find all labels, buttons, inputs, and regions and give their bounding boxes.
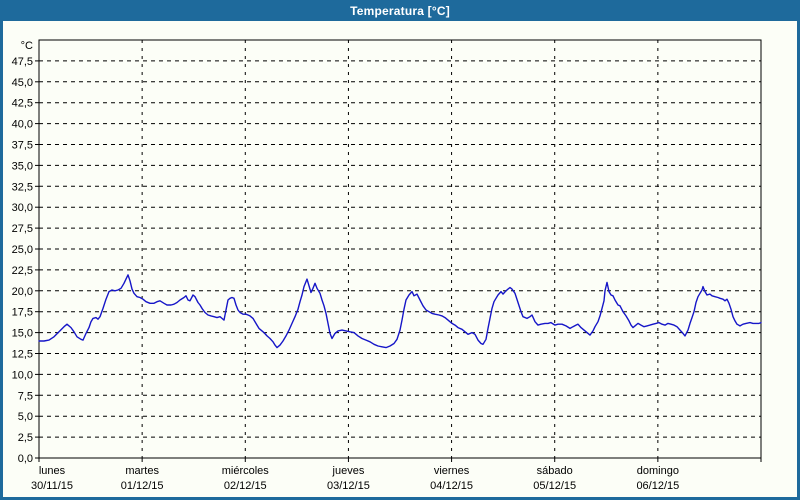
- y-axis-unit-label: °C: [21, 40, 33, 52]
- y-tick-label: 17,5: [12, 307, 33, 319]
- y-tick-label: 35,0: [12, 160, 33, 172]
- x-day-name-label: martes: [125, 465, 159, 477]
- x-day-date-label: 02/12/15: [224, 480, 267, 492]
- y-tick-label: 42,5: [12, 98, 33, 110]
- y-tick-label: 37,5: [12, 140, 33, 152]
- y-tick-label: 10,0: [12, 369, 33, 381]
- temperature-series-line: [38, 274, 762, 349]
- y-tick-label: 47,5: [12, 56, 33, 68]
- window-title: Temperatura [°C]: [350, 3, 450, 18]
- x-day-name-label: domingo: [637, 465, 679, 477]
- x-day-date-label: 04/12/15: [430, 480, 473, 492]
- y-tick-label: 32,5: [12, 181, 33, 193]
- y-tick-label: 22,5: [12, 265, 33, 277]
- x-day-date-label: 30/11/15: [31, 480, 73, 492]
- title-bar[interactable]: Temperatura [°C]: [0, 0, 800, 21]
- x-day-name-label: miércoles: [222, 465, 270, 477]
- y-tick-label: 15,0: [12, 328, 33, 340]
- y-tick-label: 25,0: [12, 244, 33, 256]
- x-day-name-label: viernes: [434, 465, 470, 477]
- y-tick-label: 12,5: [12, 349, 33, 361]
- chart-background: [3, 21, 797, 497]
- x-day-date-label: 01/12/15: [121, 480, 164, 492]
- x-day-date-label: 06/12/15: [636, 480, 679, 492]
- x-day-name-label: jueves: [332, 465, 365, 477]
- y-tick-label: 20,0: [12, 286, 33, 298]
- y-tick-label: 30,0: [12, 202, 33, 214]
- y-tick-label: 7,5: [18, 390, 33, 402]
- x-day-name-label: sábado: [537, 465, 573, 477]
- x-day-date-label: 03/12/15: [327, 480, 370, 492]
- x-day-date-label: 05/12/15: [533, 480, 576, 492]
- y-tick-label: 27,5: [12, 223, 33, 235]
- y-tick-label: 45,0: [12, 77, 33, 89]
- y-tick-label: 5,0: [18, 411, 33, 423]
- x-day-name-label: lunes: [39, 465, 66, 477]
- y-tick-label: 40,0: [12, 119, 33, 131]
- plot-border: [38, 39, 762, 459]
- y-tick-label: 2,5: [18, 432, 33, 444]
- y-tick-label: 0,0: [18, 453, 33, 465]
